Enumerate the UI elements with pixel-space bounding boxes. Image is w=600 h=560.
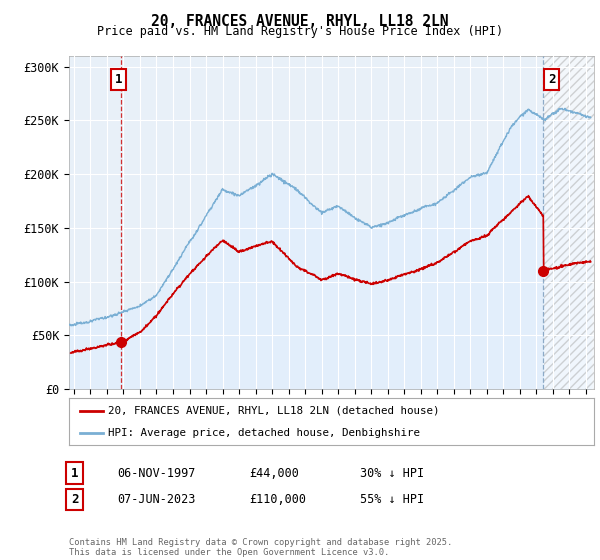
Text: 2: 2 [71, 493, 78, 506]
Text: 20, FRANCES AVENUE, RHYL, LL18 2LN: 20, FRANCES AVENUE, RHYL, LL18 2LN [151, 14, 449, 29]
Text: 30% ↓ HPI: 30% ↓ HPI [360, 466, 424, 480]
Polygon shape [544, 56, 594, 389]
Text: 1: 1 [71, 466, 78, 480]
Text: 07-JUN-2023: 07-JUN-2023 [117, 493, 196, 506]
Text: 1: 1 [115, 73, 122, 86]
Text: HPI: Average price, detached house, Denbighshire: HPI: Average price, detached house, Denb… [109, 428, 421, 438]
Text: 2: 2 [548, 73, 556, 86]
Text: Price paid vs. HM Land Registry's House Price Index (HPI): Price paid vs. HM Land Registry's House … [97, 25, 503, 38]
Text: 06-NOV-1997: 06-NOV-1997 [117, 466, 196, 480]
Text: 55% ↓ HPI: 55% ↓ HPI [360, 493, 424, 506]
Text: £110,000: £110,000 [249, 493, 306, 506]
Text: Contains HM Land Registry data © Crown copyright and database right 2025.
This d: Contains HM Land Registry data © Crown c… [69, 538, 452, 557]
Text: 20, FRANCES AVENUE, RHYL, LL18 2LN (detached house): 20, FRANCES AVENUE, RHYL, LL18 2LN (deta… [109, 406, 440, 416]
Text: £44,000: £44,000 [249, 466, 299, 480]
